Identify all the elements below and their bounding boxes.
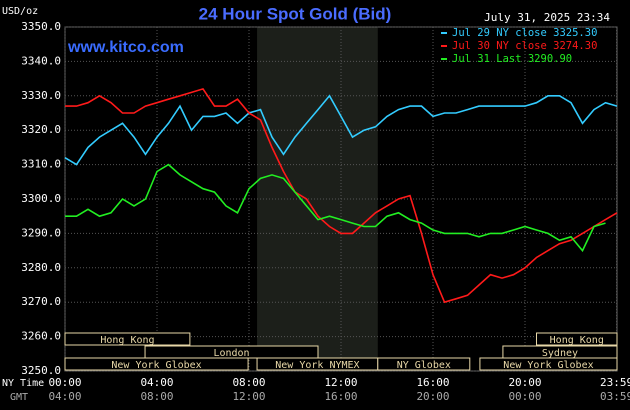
series-line	[65, 163, 606, 253]
legend-label: Jul 31 Last 3290.90	[452, 53, 572, 65]
timestamp: July 31, 2025 23:34	[484, 11, 610, 24]
y-tick-label: 3340.0	[21, 54, 61, 67]
gmt-tick-label: 00:00	[508, 390, 541, 403]
session-label: Hong Kong	[550, 335, 604, 346]
legend-label: Jul 30 NY close 3274.30	[452, 40, 597, 52]
gmt-tick-label: 20:00	[416, 390, 449, 403]
legend-label: Jul 29 NY close 3325.30	[452, 27, 597, 39]
series-line	[65, 87, 618, 304]
gmt-tick-label: 12:00	[232, 390, 265, 403]
x-tick-label: 00:00	[48, 376, 81, 389]
session-label: New York Globex	[111, 360, 201, 371]
y-tick-label: 3290.0	[21, 226, 61, 239]
x-tick-label: 20:00	[508, 376, 541, 389]
y-tick-label: 3310.0	[21, 158, 61, 171]
session-label: London	[213, 348, 249, 359]
y-tick-label: 3260.0	[21, 330, 61, 343]
session-bar	[64, 332, 191, 346]
session-bar	[64, 357, 249, 371]
chart-title: 24 Hour Spot Gold (Bid)	[199, 4, 392, 23]
x-tick-label: 16:00	[416, 376, 449, 389]
website: www.kitco.com	[67, 39, 184, 56]
x-tick-label: 12:00	[324, 376, 357, 389]
x-row-label: GMT	[10, 392, 28, 403]
y-tick-label: 3320.0	[21, 123, 61, 136]
gmt-tick-label: 04:00	[48, 390, 81, 403]
y-tick-label: 3300.0	[21, 192, 61, 205]
session-label: New York Globex	[503, 360, 593, 371]
y-tick-label: 3350.0	[21, 20, 61, 33]
gmt-tick-label: 03:59	[600, 390, 630, 403]
series-line	[64, 94, 618, 166]
y-tick-label: 3280.0	[21, 261, 61, 274]
session-label: Hong Kong	[100, 335, 154, 346]
x-tick-label: 04:00	[140, 376, 173, 389]
y-tick-label: 3250.0	[21, 364, 61, 377]
y-tick-label: 3330.0	[21, 89, 61, 102]
x-row-label: NY Time	[2, 378, 44, 389]
y-tick-label: 3270.0	[21, 295, 61, 308]
session-label: NY Globex	[397, 360, 451, 371]
x-tick-label: 23:59	[600, 376, 630, 389]
session-label: New York NYMEX	[275, 360, 359, 371]
session-label: Sydney	[542, 348, 578, 359]
x-tick-label: 08:00	[232, 376, 265, 389]
session-bar	[479, 357, 618, 371]
unit-label: USD/oz	[2, 6, 38, 17]
gmt-tick-label: 08:00	[140, 390, 173, 403]
session-bar	[536, 332, 618, 346]
gmt-tick-label: 16:00	[324, 390, 357, 403]
session-bar	[377, 357, 471, 371]
